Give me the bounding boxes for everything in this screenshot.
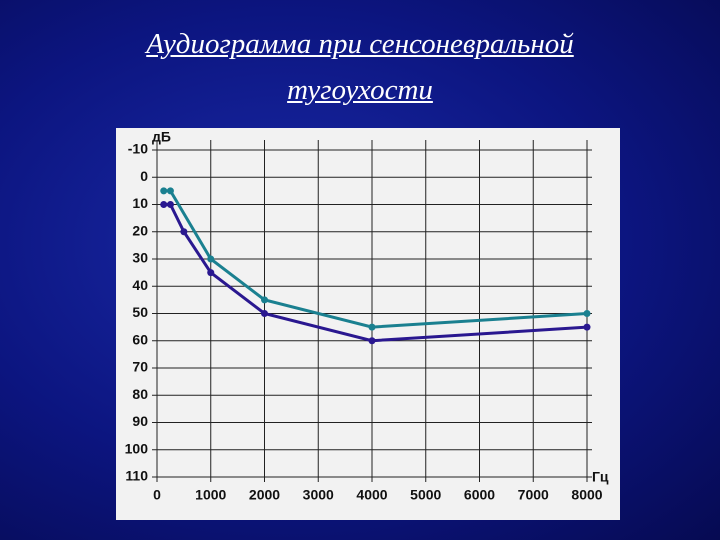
y-tick-label: 10 [132, 195, 148, 211]
y-tick-label: 110 [125, 468, 148, 484]
y-axis-label: дБ [152, 129, 171, 145]
y-tick-label: -10 [128, 141, 148, 157]
data-point [166, 187, 174, 195]
data-point [207, 255, 215, 263]
y-tick-label: 20 [132, 222, 148, 238]
x-tick-label: 5000 [410, 487, 441, 503]
y-tick-label: 70 [132, 359, 148, 375]
y-tick-label: 60 [132, 331, 148, 347]
x-tick-label: 0 [153, 487, 161, 503]
y-tick-label: 30 [132, 250, 148, 266]
x-tick-label: 3000 [303, 487, 334, 503]
x-tick-label: 1000 [195, 487, 226, 503]
y-tick-label: 90 [132, 413, 148, 429]
y-tick-label: 80 [132, 386, 148, 402]
data-point [207, 269, 215, 277]
data-point [261, 310, 268, 317]
x-tick-label: 7000 [518, 487, 549, 503]
data-point [180, 228, 188, 236]
x-tick-label: 8000 [571, 487, 602, 503]
x-tick-label: 2000 [249, 487, 280, 503]
data-point [583, 323, 591, 331]
title-line: тугоухости [287, 74, 433, 106]
data-point [368, 323, 376, 331]
data-point [166, 201, 174, 208]
data-point [160, 201, 168, 208]
y-tick-label: 0 [140, 168, 148, 184]
title-line: Аудиограмма при сенсоневральной [146, 28, 574, 60]
data-point [160, 187, 168, 195]
x-axis-label: Гц [592, 469, 609, 485]
data-point [368, 337, 376, 345]
y-tick-label: 100 [125, 440, 149, 456]
data-point [261, 296, 268, 304]
x-tick-label: 6000 [464, 487, 495, 503]
x-tick-label: 4000 [356, 487, 387, 503]
y-tick-label: 40 [132, 277, 148, 293]
y-tick-label: 50 [132, 304, 148, 320]
chart-panel [116, 128, 620, 520]
data-point [583, 310, 591, 317]
